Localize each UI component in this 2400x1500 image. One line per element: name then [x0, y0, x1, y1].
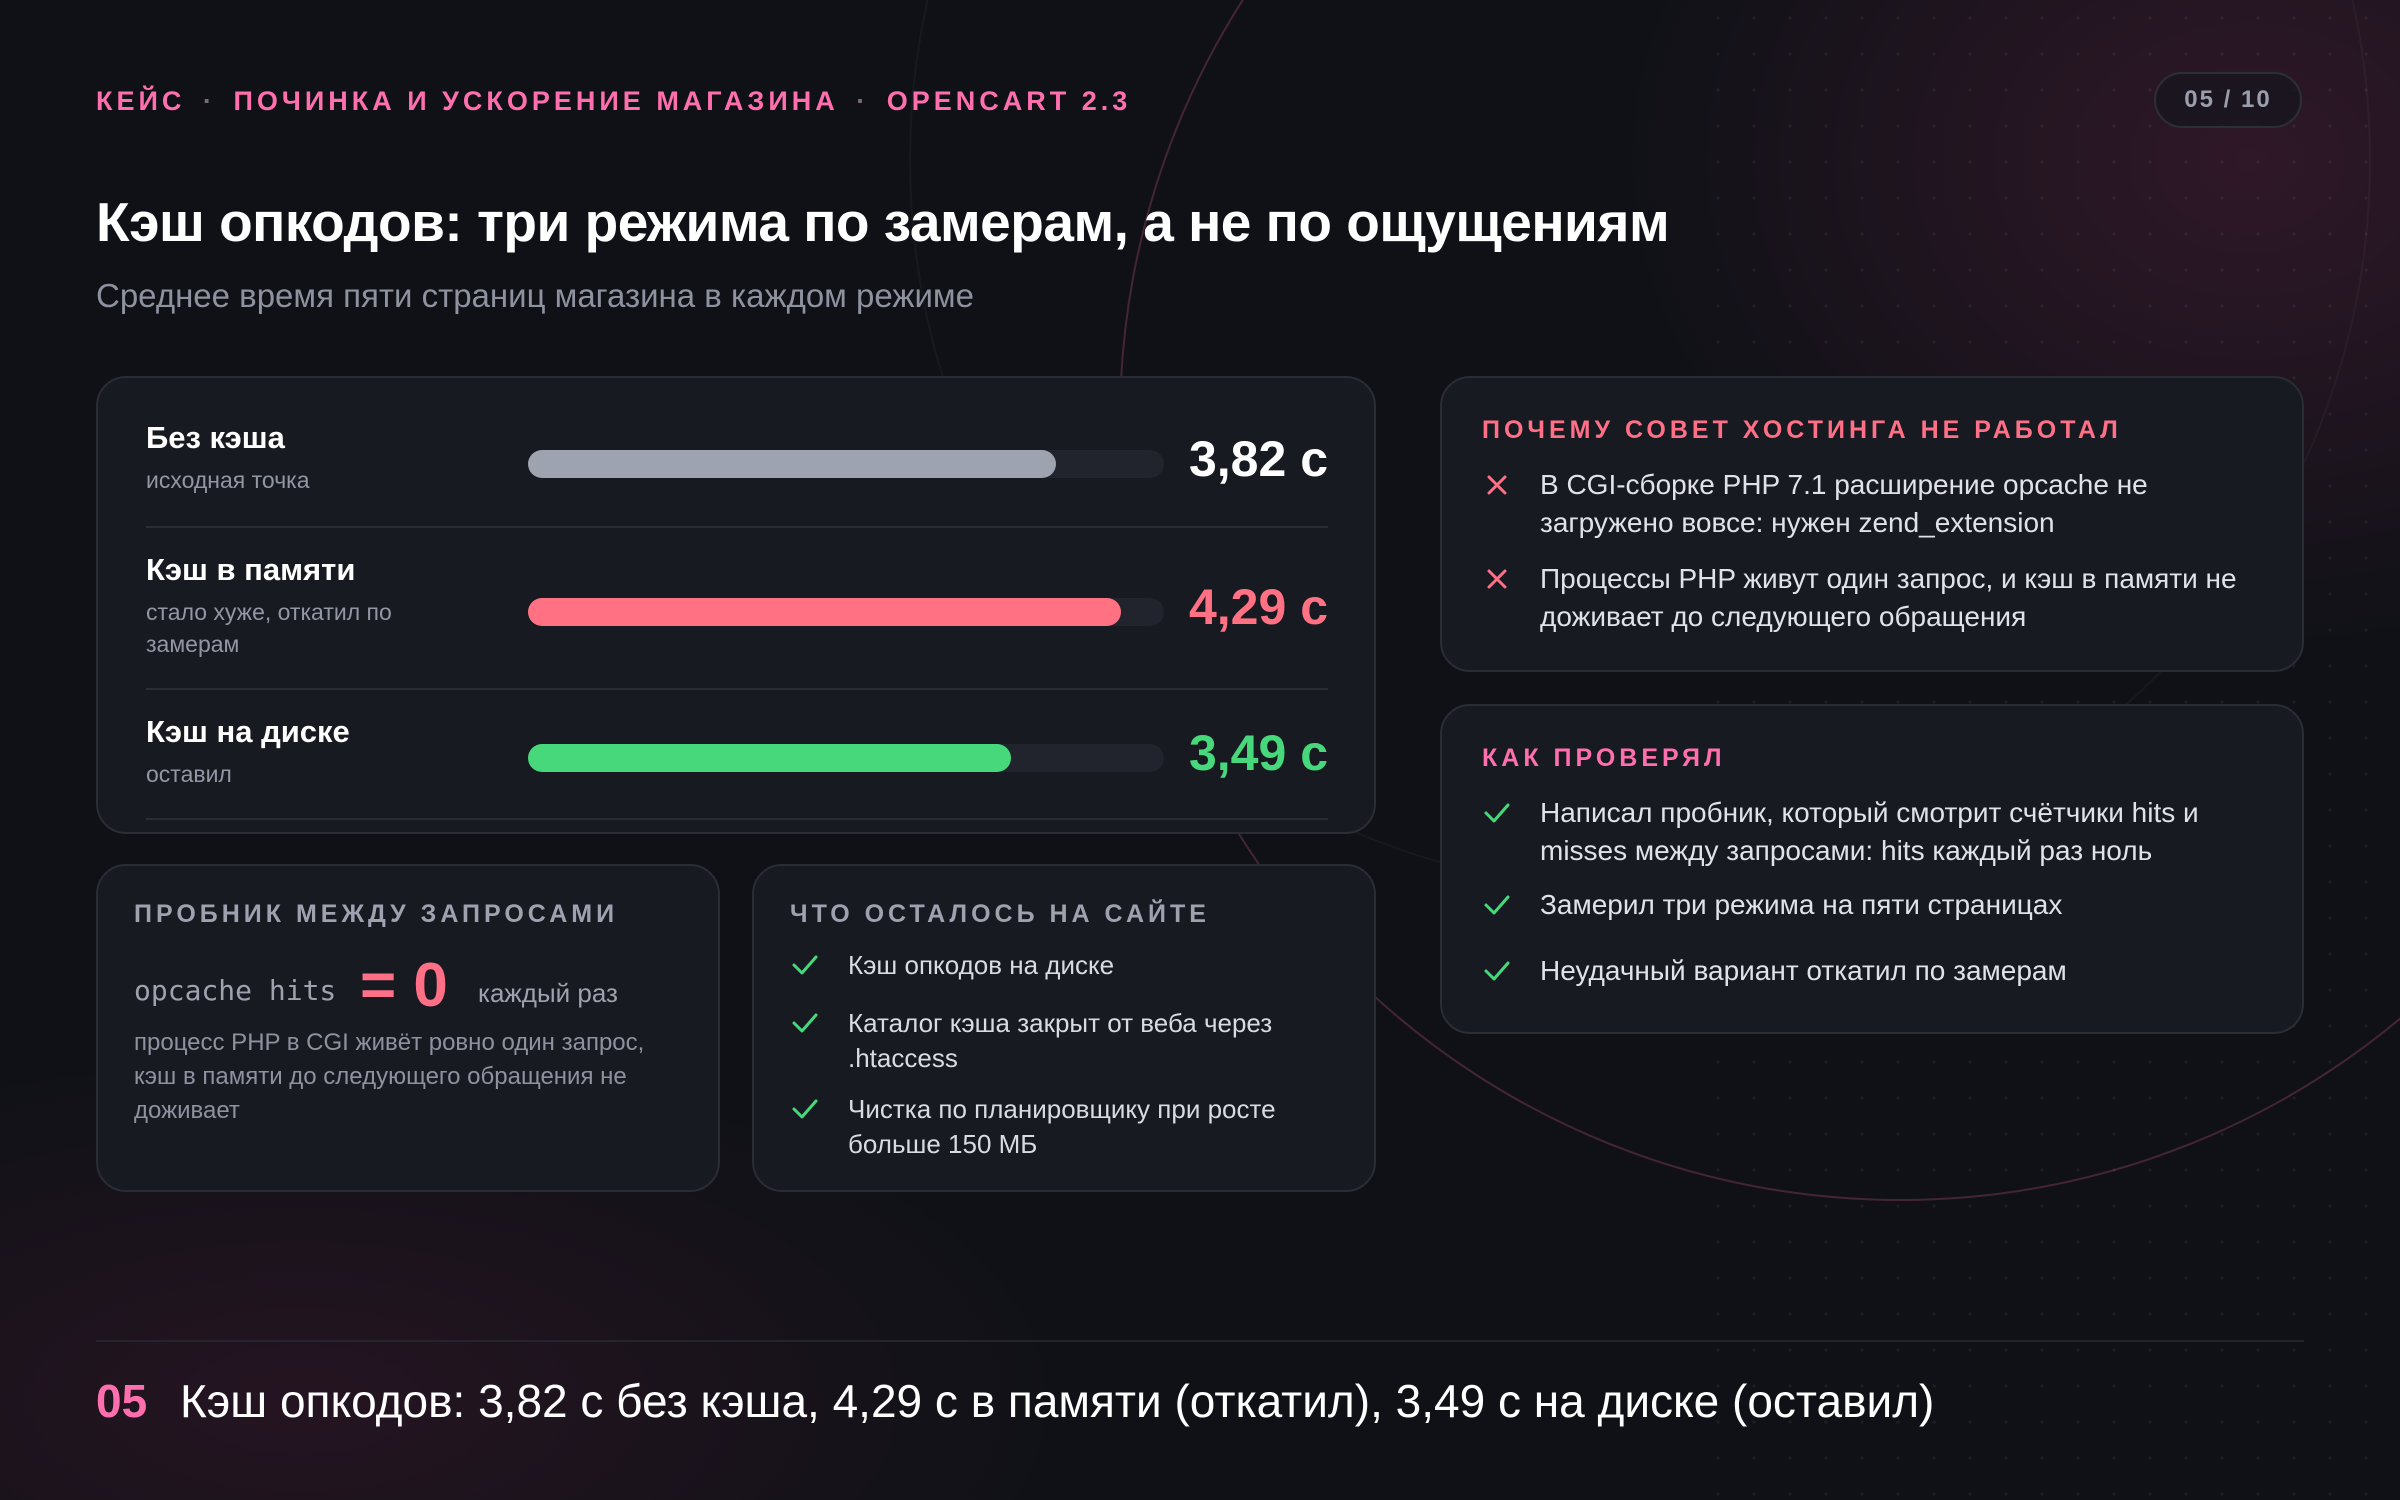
- bar-row-no-cache: Без кэша исходная точка 3,82 с: [146, 420, 1328, 520]
- divider: [146, 818, 1328, 820]
- probe-code: opcache hits: [134, 974, 337, 1007]
- card-heading: ЧТО ОСТАЛОСЬ НА САЙТЕ: [790, 900, 1210, 928]
- card-heading: ПРОБНИК МЕЖДУ ЗАПРОСАМИ: [134, 900, 619, 928]
- divider: [146, 688, 1328, 690]
- page-counter: 05 / 10: [2154, 72, 2302, 128]
- check-icon: [792, 955, 818, 975]
- bar-value: 3,49 с: [1188, 725, 1328, 781]
- timing-bars-card: Без кэша исходная точка 3,82 с Кэш в пам…: [96, 376, 1376, 834]
- check-icon: [792, 1013, 818, 1033]
- eyebrow-project: ПОЧИНКА И УСКОРЕНИЕ МАГАЗИНА: [233, 86, 839, 116]
- cross-icon: [1487, 569, 1507, 589]
- bar-row-memory-cache: Кэш в памяти стало хуже, откатил по заме…: [146, 552, 1328, 672]
- eyebrow-case: КЕЙС: [96, 86, 186, 116]
- bar-fill: [528, 598, 1122, 626]
- bar-value: 3,82 с: [1188, 431, 1328, 487]
- bar-label: Кэш на диске: [146, 714, 350, 749]
- card-heading: КАК ПРОВЕРЯЛ: [1482, 744, 1726, 772]
- check-icon: [1484, 895, 1510, 915]
- footer-slide-number: 05: [96, 1375, 148, 1427]
- list-item-text: В CGI-сборке PHP 7.1 расширение opcache …: [1540, 469, 2148, 538]
- probe-note: процесс PHP в CGI живёт ровно один запро…: [134, 1029, 645, 1124]
- bar-note: исходная точка: [146, 467, 310, 493]
- list-item-text: Процессы PHP живут один запрос, и кэш в …: [1540, 563, 2237, 632]
- bar-track: [528, 450, 1164, 478]
- list-item-text: Написал пробник, который смотрит счётчик…: [1540, 797, 2199, 866]
- probe-tail: каждый раз: [478, 978, 618, 1008]
- why-hosting-advice-failed-card: ПОЧЕМУ СОВЕТ ХОСТИНГА НЕ РАБОТАЛ В CGI-с…: [1440, 376, 2304, 672]
- bar-fill: [528, 744, 1011, 772]
- page-title: Кэш опкодов: три режима по замерам, а не…: [96, 191, 1670, 253]
- footer-summary: Кэш опкодов: 3,82 с без кэша, 4,29 с в п…: [180, 1375, 1935, 1427]
- list-item-text: Замерил три режима на пяти страницах: [1540, 889, 2063, 920]
- list-item-text: Неудачный вариант откатил по замерам: [1540, 955, 2067, 986]
- eyebrow: КЕЙС · ПОЧИНКА И УСКОРЕНИЕ МАГАЗИНА · OP…: [96, 86, 1131, 117]
- eyebrow-separator: ·: [202, 86, 216, 116]
- list-item-text: Кэш опкодов на диске: [848, 950, 1115, 980]
- remaining-on-site-card: ЧТО ОСТАЛОСЬ НА САЙТЕ Кэш опкодов на дис…: [752, 864, 1376, 1192]
- bar-label: Без кэша: [146, 420, 285, 455]
- bar-row-disk-cache: Кэш на диске оставил 3,49 с: [146, 714, 1328, 814]
- eyebrow-separator: ·: [856, 86, 870, 116]
- list-item-text: Каталог кэша закрыт от веба через .htacc…: [848, 1008, 1273, 1073]
- page-subtitle: Среднее время пяти страниц магазина в ка…: [96, 277, 974, 314]
- bar-value: 4,29 с: [1188, 579, 1328, 635]
- bar-note: оставил: [146, 761, 232, 787]
- footer-divider: [96, 1340, 2304, 1342]
- bar-label: Кэш в памяти: [146, 552, 356, 587]
- how-verified-card: КАК ПРОВЕРЯЛ Написал пробник, который см…: [1440, 704, 2304, 1034]
- probe-result: = 0: [360, 951, 448, 1020]
- list-item-text: Чистка по планировщику при росте больше …: [848, 1094, 1276, 1159]
- bar-track: [528, 598, 1164, 626]
- cross-icon: [1487, 475, 1507, 495]
- check-icon: [1484, 961, 1510, 981]
- check-icon: [792, 1099, 818, 1119]
- probe-card: ПРОБНИК МЕЖДУ ЗАПРОСАМИ opcache hits = 0…: [96, 864, 720, 1192]
- bar-fill: [528, 450, 1057, 478]
- bar-track: [528, 744, 1164, 772]
- divider: [146, 526, 1328, 528]
- eyebrow-platform: OPENCART 2.3: [886, 86, 1132, 116]
- card-heading: ПОЧЕМУ СОВЕТ ХОСТИНГА НЕ РАБОТАЛ: [1482, 416, 2122, 444]
- check-icon: [1484, 803, 1510, 823]
- bar-note: стало хуже, откатил по замерам: [146, 599, 392, 657]
